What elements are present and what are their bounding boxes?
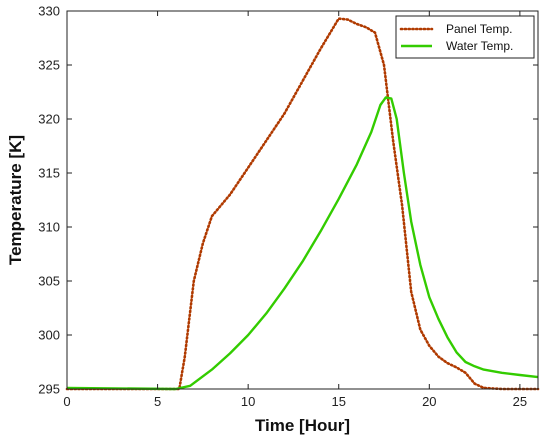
x-tick-label: 5 [154, 394, 161, 409]
legend-label-2: Water Temp. [446, 39, 513, 53]
y-tick-label: 295 [38, 382, 60, 397]
x-tick-label: 25 [513, 394, 527, 409]
x-tick-label: 10 [241, 394, 255, 409]
series-line-1 [65, 17, 540, 391]
y-tick-label: 300 [38, 328, 60, 343]
y-axis-title: Temperature [K] [6, 135, 25, 265]
x-tick-label: 20 [422, 394, 436, 409]
y-tick-label: 315 [38, 166, 60, 181]
y-tick-label: 310 [38, 220, 60, 235]
legend: Panel Temp. Water Temp. [395, 15, 535, 59]
legend-box [395, 15, 535, 59]
plot-area [67, 11, 538, 389]
legend-label-1: Panel Temp. [446, 22, 513, 36]
y-tick-label: 325 [38, 58, 60, 73]
x-axis-title: Time [Hour] [255, 416, 350, 435]
plot-background [67, 11, 538, 389]
series-layer [65, 17, 540, 391]
plot-frame [66, 10, 539, 390]
y-tick-label: 330 [38, 4, 60, 19]
y-tick-label: 320 [38, 112, 60, 127]
axis-layer: 0 5 10 15 20 25 295 300 305 310 315 320 325 330 [38, 4, 539, 409]
series-line-2 [66, 96, 539, 391]
y-tick-label: 305 [38, 274, 60, 289]
x-tick-label: 15 [331, 394, 345, 409]
x-tick-label: 0 [63, 394, 70, 409]
